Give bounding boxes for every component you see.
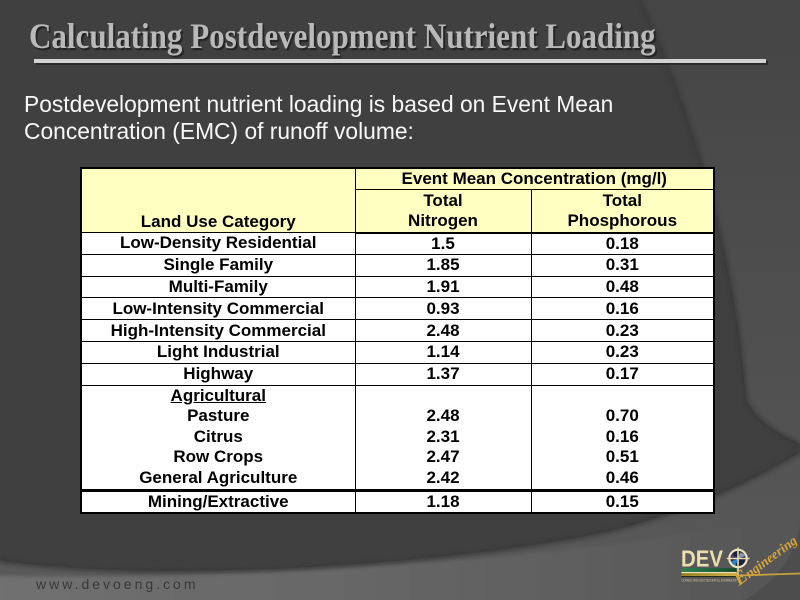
svg-text:CONSULTING GEOTECHNICAL ENGINE: CONSULTING GEOTECHNICAL ENGINEERS (682, 578, 737, 583)
svg-text:DEV: DEV (681, 546, 724, 572)
